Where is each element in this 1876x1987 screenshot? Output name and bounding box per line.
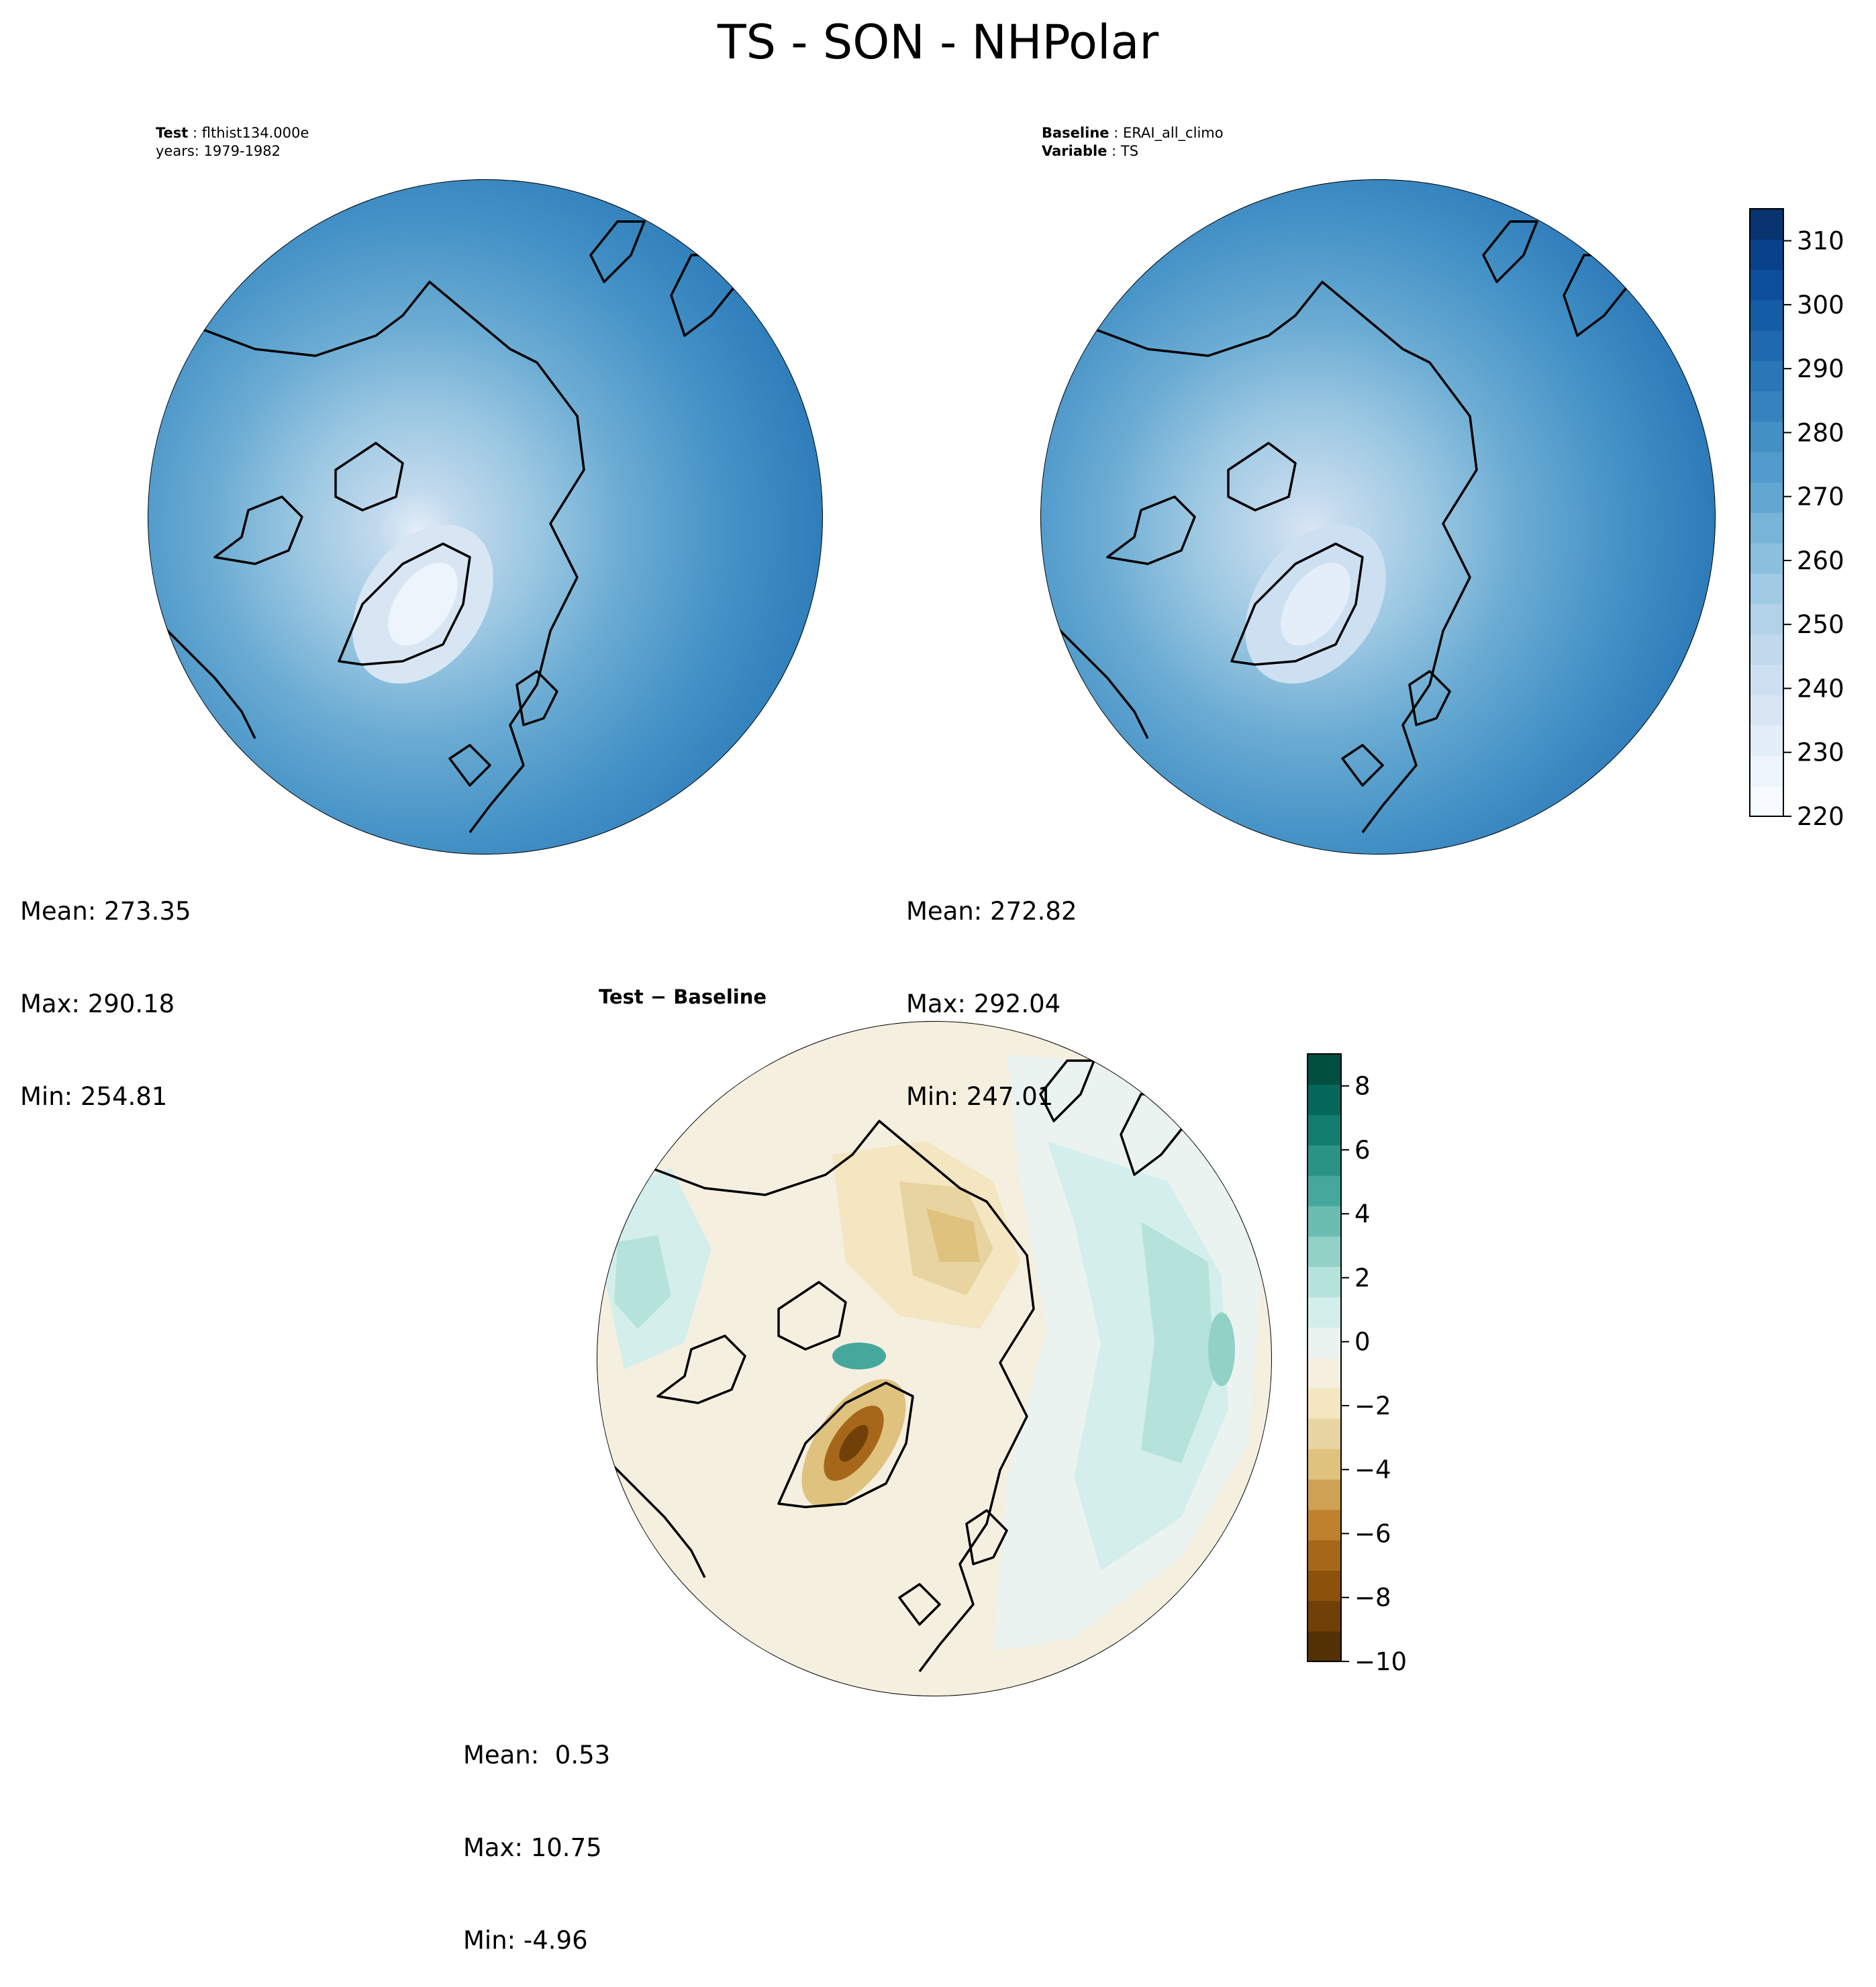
test-stats: Mean: 273.35 Max: 290.18 Min: 254.81 [20,834,191,1143]
diff-colorbar-segment [1307,1631,1341,1662]
ts-colorbar-segment [1750,452,1783,483]
test-header: Test : flthist134.000e years: 1979-1982 [156,125,309,159]
diff-colorbar-segment [1307,1206,1341,1237]
diff-colorbar-tick-label: 4 [1354,1200,1371,1228]
diff-colorbar-segment [1307,1054,1341,1085]
ts-colorbar-segment [1750,299,1783,331]
baseline-header-label: Baseline [1042,125,1109,141]
ts-colorbar-tick-label: 310 [1797,227,1844,256]
diff-colorbar-segment [1307,1266,1341,1298]
baseline-min: Min: 247.01 [906,1082,1054,1111]
ts-colorbar-segment [1750,603,1783,635]
diff-colorbar-tick-label: −8 [1354,1584,1391,1612]
ts-colorbar-tick-label: 290 [1797,354,1844,383]
diff-colorbar-tick-label: 2 [1354,1263,1371,1292]
test-header-label: Test [156,125,189,141]
ts-colorbar-segment [1750,330,1783,361]
diff-colorbar-tick-label: −2 [1354,1392,1391,1420]
ts-colorbar-tick-label: 270 [1797,483,1844,512]
ts-colorbar-segment [1750,482,1783,514]
diff-colorbar-tick-label: −10 [1354,1647,1407,1676]
diff-max: Max: 10.75 [463,1833,602,1862]
variable-header-value: TS [1120,143,1139,159]
diff-mean: Mean: 0.53 [463,1741,611,1770]
ts-colorbar-segment [1750,573,1783,604]
diff-colorbar-segment [1307,1600,1341,1632]
diff-colorbar: −10 −8 −6 −4 −2 0 2 4 6 8 [1307,1053,1407,1676]
variable-header-label: Variable [1042,143,1107,159]
diff-min: Min: -4.96 [463,1926,588,1955]
diff-colorbar-segment [1307,1145,1341,1176]
diff-colorbar-segment [1307,1418,1341,1449]
diff-colorbar-segment [1307,1327,1341,1359]
test-max: Max: 290.18 [20,989,175,1018]
ts-colorbar-tick-label: 250 [1797,610,1844,639]
ts-colorbar-tick-label: 260 [1797,546,1844,575]
ts-colorbar-segment [1750,755,1783,787]
ts-colorbar-segment [1750,664,1783,695]
ts-colorbar-tick-label: 220 [1797,802,1844,831]
diff-stats: Mean: 0.53 Max: 10.75 Min: -4.96 [463,1678,610,1987]
ts-colorbar-segment [1750,512,1783,544]
diff-colorbar-segment [1307,1084,1341,1116]
ts-colorbar-segment [1750,542,1783,574]
ts-colorbar-segment [1750,421,1783,452]
ts-colorbar-segment [1750,695,1783,726]
diff-colorbar-segment [1307,1357,1341,1389]
baseline-map [1040,179,1716,855]
diff-colorbar-segment [1307,1114,1341,1146]
ts-colorbar-segment [1750,209,1783,240]
diff-colorbar-segment [1307,1479,1341,1510]
baseline-mean: Mean: 272.82 [906,897,1077,926]
ts-colorbar-segment [1750,634,1783,665]
diff-colorbar-segment [1307,1236,1341,1267]
ts-colorbar-tick-label: 280 [1797,418,1844,447]
ts-colorbar-tick-label: 240 [1797,674,1844,703]
diff-colorbar-segment [1307,1297,1341,1328]
diff-colorbar-tick-label: 6 [1354,1136,1371,1165]
ts-colorbar-tick-label: 300 [1797,291,1844,320]
baseline-stats: Mean: 272.82 Max: 292.04 Min: 247.01 [906,834,1077,1143]
ts-colorbar-segment [1750,391,1783,422]
diff-colorbar-border [1307,1053,1342,1662]
diff-map [597,1021,1272,1696]
diff-colorbar-segment [1307,1509,1341,1541]
ts-colorbar-segment [1750,360,1783,392]
diff-title: Test − Baseline [599,985,767,1008]
diff-colorbar-segment [1307,1175,1341,1206]
diff-colorbar-segment [1307,1388,1341,1419]
diff-colorbar-tick-label: 0 [1354,1328,1371,1357]
ts-colorbar-tick-label: 230 [1797,738,1844,767]
ts-colorbar-segment [1750,725,1783,757]
diff-colorbar-segment [1307,1449,1341,1480]
figure-title: TS - SON - NHPolar [717,15,1159,70]
test-map [148,179,823,855]
baseline-header-value: ERAI_all_climo [1122,125,1224,141]
ts-colorbar-segment [1750,269,1783,301]
ts-colorbar-segment [1750,239,1783,271]
diff-colorbar-tick-label: −4 [1354,1455,1391,1484]
ts-colorbar: 220 230 240 250 260 270 280 290 300 310 [1749,208,1844,831]
ts-colorbar-border [1749,208,1784,817]
baseline-max: Max: 292.04 [906,989,1061,1018]
diff-colorbar-segment [1307,1570,1341,1602]
diff-colorbar-segment [1307,1540,1341,1571]
test-mean: Mean: 273.35 [20,897,191,926]
test-header-years: years: 1979-1982 [156,143,281,159]
baseline-header: Baseline : ERAI_all_climo Variable : TS [1042,125,1224,159]
diff-colorbar-tick-label: 8 [1354,1072,1371,1101]
test-min: Min: 254.81 [20,1082,168,1111]
ts-colorbar-segment [1750,785,1783,817]
test-header-value: flthist134.000e [201,125,309,141]
diff-colorbar-tick-label: −6 [1354,1519,1391,1548]
